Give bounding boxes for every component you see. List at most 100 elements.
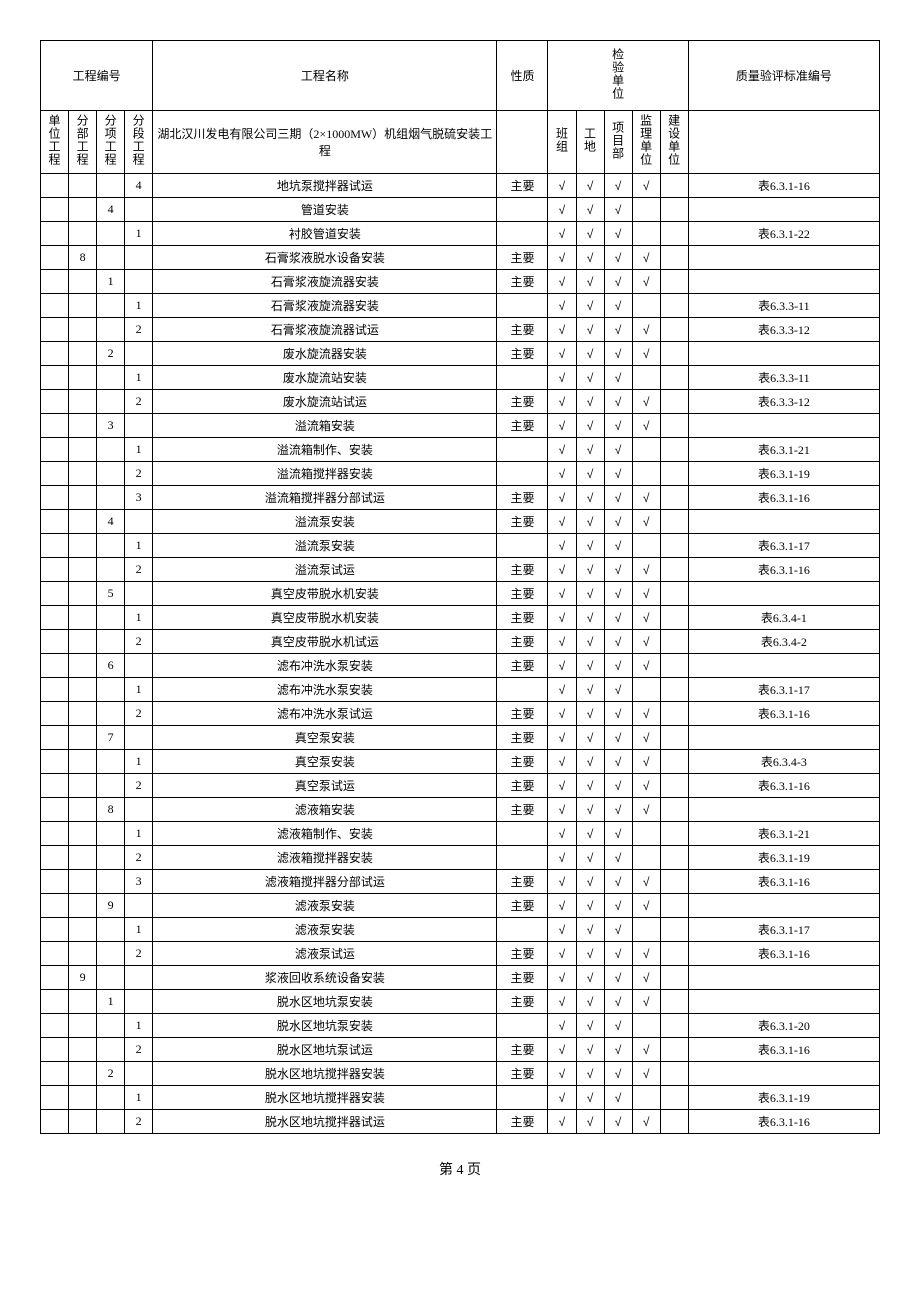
- cell-fenxiang: [97, 966, 125, 990]
- cell-fenduan: 1: [125, 294, 153, 318]
- cell-check-3: √: [632, 246, 660, 270]
- cell-check-2: √: [604, 678, 632, 702]
- cell-check-1: √: [576, 1038, 604, 1062]
- cell-name: 脱水区地坑搅拌器安装: [153, 1062, 497, 1086]
- table-row: 1脱水区地坑搅拌器安装√√√表6.3.1-19: [41, 1086, 880, 1110]
- table-row: 1脱水区地坑泵安装√√√表6.3.1-20: [41, 1014, 880, 1038]
- cell-fenbu: [69, 318, 97, 342]
- cell-check-4: [660, 654, 688, 678]
- cell-fenxiang: 7: [97, 726, 125, 750]
- cell-fenxiang: 2: [97, 342, 125, 366]
- table-row: 1滤液泵安装√√√表6.3.1-17: [41, 918, 880, 942]
- table-row: 1废水旋流站安装√√√表6.3.3-11: [41, 366, 880, 390]
- cell-unit: [41, 1086, 69, 1110]
- cell-name: 地坑泵搅拌器试运: [153, 174, 497, 198]
- cell-fenduan: 2: [125, 318, 153, 342]
- cell-fenbu: [69, 702, 97, 726]
- cell-check-0: √: [548, 294, 576, 318]
- cell-name: 石膏浆液旋流器安装: [153, 294, 497, 318]
- cell-fenduan: 1: [125, 222, 153, 246]
- cell-fenduan: 1: [125, 534, 153, 558]
- cell-check-0: √: [548, 1062, 576, 1086]
- cell-check-2: √: [604, 774, 632, 798]
- cell-check-0: √: [548, 606, 576, 630]
- cell-fenbu: [69, 510, 97, 534]
- subheader-fenxiang-project: 分项工程: [97, 111, 125, 174]
- cell-check-3: √: [632, 990, 660, 1014]
- header-standard-number: 质量验评标准编号: [688, 41, 879, 111]
- cell-fenxiang: [97, 486, 125, 510]
- cell-check-3: [632, 822, 660, 846]
- cell-name: 滤液箱安装: [153, 798, 497, 822]
- cell-check-3: √: [632, 966, 660, 990]
- cell-unit: [41, 462, 69, 486]
- cell-unit: [41, 198, 69, 222]
- cell-check-3: [632, 462, 660, 486]
- cell-check-1: √: [576, 462, 604, 486]
- cell-standard: 表6.3.4-2: [688, 630, 879, 654]
- cell-check-1: √: [576, 822, 604, 846]
- cell-unit: [41, 318, 69, 342]
- subheader-standard-blank: [688, 111, 879, 174]
- cell-check-4: [660, 798, 688, 822]
- cell-fenxiang: [97, 318, 125, 342]
- cell-standard: 表6.3.1-17: [688, 534, 879, 558]
- cell-check-4: [660, 846, 688, 870]
- cell-unit: [41, 774, 69, 798]
- cell-check-2: √: [604, 846, 632, 870]
- cell-nature: [497, 438, 548, 462]
- cell-fenbu: [69, 342, 97, 366]
- cell-standard: 表6.3.1-16: [688, 174, 879, 198]
- cell-check-0: √: [548, 726, 576, 750]
- cell-check-2: √: [604, 414, 632, 438]
- cell-unit: [41, 486, 69, 510]
- table-row: 1石膏浆液旋流器安装√√√表6.3.3-11: [41, 294, 880, 318]
- cell-check-2: √: [604, 462, 632, 486]
- subheader-company-name: 湖北汉川发电有限公司三期（2×1000MW）机组烟气脱硫安装工程: [153, 111, 497, 174]
- cell-nature: [497, 462, 548, 486]
- cell-fenxiang: 1: [97, 270, 125, 294]
- cell-fenduan: [125, 726, 153, 750]
- cell-standard: [688, 510, 879, 534]
- cell-standard: 表6.3.4-1: [688, 606, 879, 630]
- cell-check-3: √: [632, 486, 660, 510]
- header-project-name: 工程名称: [153, 41, 497, 111]
- cell-fenduan: [125, 798, 153, 822]
- cell-check-3: √: [632, 630, 660, 654]
- cell-check-3: [632, 918, 660, 942]
- cell-check-0: √: [548, 390, 576, 414]
- cell-unit: [41, 246, 69, 270]
- cell-check-4: [660, 726, 688, 750]
- cell-standard: 表6.3.1-17: [688, 918, 879, 942]
- cell-unit: [41, 990, 69, 1014]
- cell-unit: [41, 606, 69, 630]
- header-row: 工程编号 工程名称 性质 检验单位 质量验评标准编号: [41, 41, 880, 111]
- cell-check-2: √: [604, 486, 632, 510]
- cell-nature: 主要: [497, 966, 548, 990]
- cell-fenxiang: [97, 678, 125, 702]
- cell-check-2: √: [604, 390, 632, 414]
- table-row: 1衬胶管道安装√√√表6.3.1-22: [41, 222, 880, 246]
- cell-fenduan: [125, 342, 153, 366]
- cell-check-1: √: [576, 486, 604, 510]
- cell-name: 溢流泵试运: [153, 558, 497, 582]
- cell-fenduan: [125, 198, 153, 222]
- cell-unit: [41, 174, 69, 198]
- cell-nature: 主要: [497, 1110, 548, 1134]
- cell-check-1: √: [576, 582, 604, 606]
- cell-check-2: √: [604, 1014, 632, 1038]
- cell-check-1: √: [576, 870, 604, 894]
- cell-standard: 表6.3.1-16: [688, 774, 879, 798]
- cell-fenbu: [69, 1086, 97, 1110]
- cell-fenduan: [125, 966, 153, 990]
- cell-check-1: √: [576, 294, 604, 318]
- cell-fenxiang: [97, 390, 125, 414]
- cell-name: 衬胶管道安装: [153, 222, 497, 246]
- cell-standard: [688, 894, 879, 918]
- cell-check-3: √: [632, 174, 660, 198]
- cell-check-3: [632, 846, 660, 870]
- cell-fenbu: [69, 918, 97, 942]
- cell-fenduan: [125, 894, 153, 918]
- table-row: 3溢流箱搅拌器分部试运主要√√√√表6.3.1-16: [41, 486, 880, 510]
- cell-unit: [41, 870, 69, 894]
